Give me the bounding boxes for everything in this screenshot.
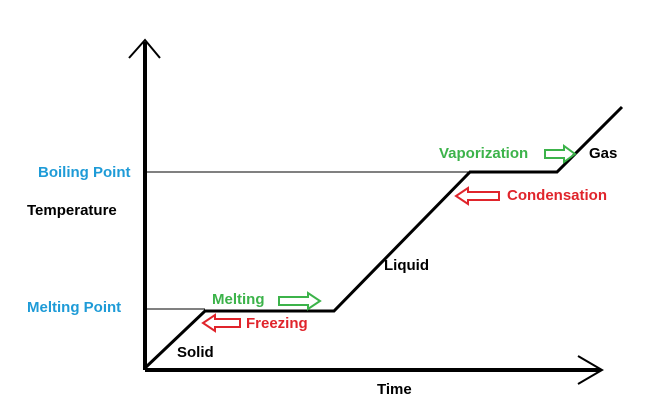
y-axis-label: Temperature — [27, 202, 117, 219]
melting-point-label: Melting Point — [27, 299, 121, 316]
phase-label-liquid: Liquid — [384, 257, 429, 274]
phase-label-solid: Solid — [177, 344, 214, 361]
condensation-arrow-icon — [454, 186, 500, 206]
freezing-arrow-icon — [201, 313, 241, 333]
transition-label-freezing: Freezing — [246, 315, 308, 332]
boiling-point-label: Boiling Point — [38, 164, 130, 181]
transition-label-melting: Melting — [212, 291, 265, 308]
y-axis-arrowhead — [128, 38, 161, 59]
transition-label-condensation: Condensation — [507, 187, 607, 204]
x-axis-arrowhead — [577, 355, 604, 385]
x-axis-label: Time — [377, 381, 412, 398]
vaporization-arrow-icon — [544, 144, 577, 164]
transition-label-vaporization: Vaporization — [439, 145, 528, 162]
heating-curve — [143, 105, 624, 370]
melting-arrow-icon — [278, 291, 322, 311]
axes — [128, 38, 604, 385]
phase-label-gas: Gas — [589, 145, 617, 162]
